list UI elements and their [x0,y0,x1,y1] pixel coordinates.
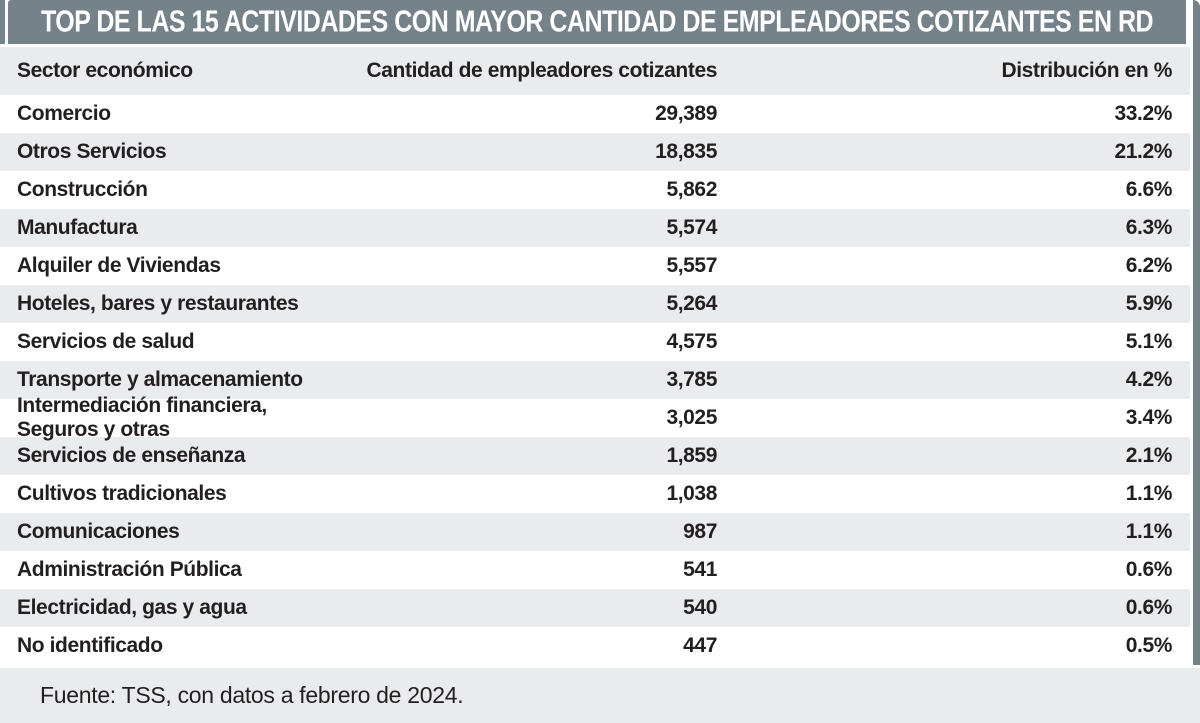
cantidad-cell: 18,835 [655,140,717,163]
distribucion-cell: 4.2% [1125,368,1173,391]
sector-cell: Alquiler de Viviendas [17,254,221,277]
distribucion-cell: 5.9% [1125,292,1173,315]
table-row: Construcción 5,862 6.6% [0,171,1190,209]
sector-cell: Electricidad, gas y agua [17,596,247,619]
sector-cell: Cultivos tradicionales [17,482,227,505]
distribucion-cell: 6.3% [1125,216,1173,239]
column-header-cantidad: Cantidad de empleadores cotizantes [366,59,718,82]
left-frame-notch [0,0,5,44]
table-row: Administración Pública 541 0.6% [0,551,1190,589]
table-row: No identificado 447 0.5% [0,627,1190,665]
sector-cell: Servicios de enseñanza [17,444,246,467]
column-header-sector: Sector económico [17,59,193,82]
cantidad-cell: 5,557 [666,254,717,277]
sector-cell: Administración Pública [17,558,242,581]
right-frame-strip [1193,0,1200,665]
table-row: Alquiler de Viviendas 5,557 6.2% [0,247,1190,285]
table-row: Cultivos tradicionales 1,038 1.1% [0,475,1190,513]
chart-title: TOP DE LAS 15 ACTIVIDADES CON MAYOR CANT… [40,4,1154,39]
distribucion-cell: 33.2% [1114,102,1172,125]
cantidad-cell: 4,575 [666,330,717,353]
table-row: Comercio 29,389 33.2% [0,95,1190,133]
source-footer-band: Fuente: TSS, con datos a febrero de 2024… [0,668,1200,723]
sector-cell: Otros Servicios [17,140,167,163]
distribucion-cell: 5.1% [1125,330,1173,353]
cantidad-cell: 5,862 [666,178,717,201]
cantidad-cell: 29,389 [655,102,717,125]
table-row: Otros Servicios 18,835 21.2% [0,133,1190,171]
cantidad-cell: 5,574 [666,216,717,239]
table-row: Comunicaciones 987 1.1% [0,513,1190,551]
distribucion-cell: 2.1% [1125,444,1173,467]
table-row: Servicios de salud 4,575 5.1% [0,323,1190,361]
table-row: Servicios de enseñanza 1,859 2.1% [0,437,1190,475]
distribucion-cell: 0.6% [1125,558,1173,581]
sector-cell: Servicios de salud [17,330,195,353]
table-row: Electricidad, gas y agua 540 0.6% [0,589,1190,627]
distribucion-cell: 6.2% [1125,254,1173,277]
distribucion-cell: 21.2% [1114,140,1172,163]
sector-cell: Construcción [17,178,148,201]
table-row: Intermediación financiera, Seguros y otr… [0,394,1190,441]
cantidad-cell: 1,859 [666,444,717,467]
table-row: Transporte y almacenamiento 3,785 4.2% [0,361,1190,399]
table-body: Comercio 29,389 33.2% Otros Servicios 18… [0,95,1190,665]
cantidad-cell: 3,785 [666,368,717,391]
column-header-distribucion: Distribución en % [1001,59,1172,82]
cantidad-cell: 1,038 [666,482,717,505]
distribucion-cell: 3.4% [1125,406,1173,429]
table-row: Manufactura 5,574 6.3% [0,209,1190,247]
distribucion-cell: 0.5% [1125,634,1173,657]
source-text: Fuente: TSS, con datos a febrero de 2024… [40,682,464,708]
sector-cell: Comunicaciones [17,520,180,543]
cantidad-cell: 987 [683,520,717,543]
sector-cell: Hoteles, bares y restaurantes [17,292,299,315]
table-header-row: Sector económico Cantidad de empleadores… [0,47,1190,95]
sector-cell: No identificado [17,634,163,657]
title-bar: TOP DE LAS 15 ACTIVIDADES CON MAYOR CANT… [8,0,1186,44]
distribucion-cell: 1.1% [1125,482,1173,505]
distribucion-cell: 1.1% [1125,520,1173,543]
sector-cell: Transporte y almacenamiento [17,368,303,391]
cantidad-cell: 447 [683,634,717,657]
cantidad-cell: 3,025 [666,406,717,429]
sector-cell: Intermediación financiera, Seguros y otr… [17,394,267,441]
sector-cell: Manufactura [17,216,138,239]
cantidad-cell: 541 [683,558,717,581]
table-row: Hoteles, bares y restaurantes 5,264 5.9% [0,285,1190,323]
cantidad-cell: 540 [683,596,717,619]
sector-cell: Comercio [17,102,111,125]
distribucion-cell: 6.6% [1125,178,1173,201]
distribucion-cell: 0.6% [1125,596,1173,619]
cantidad-cell: 5,264 [666,292,717,315]
